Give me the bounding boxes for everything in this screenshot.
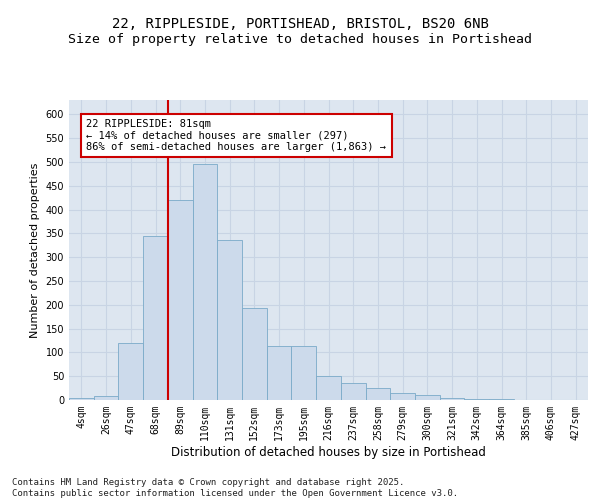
Y-axis label: Number of detached properties: Number of detached properties bbox=[30, 162, 40, 338]
Bar bbox=[390, 393, 415, 400]
Text: 22, RIPPLESIDE, PORTISHEAD, BRISTOL, BS20 6NB: 22, RIPPLESIDE, PORTISHEAD, BRISTOL, BS2… bbox=[112, 18, 488, 32]
Text: Contains HM Land Registry data © Crown copyright and database right 2025.
Contai: Contains HM Land Registry data © Crown c… bbox=[12, 478, 458, 498]
Bar bbox=[464, 398, 489, 400]
Bar bbox=[267, 346, 292, 400]
X-axis label: Distribution of detached houses by size in Portishead: Distribution of detached houses by size … bbox=[171, 446, 486, 458]
Bar bbox=[69, 398, 94, 400]
Text: Size of property relative to detached houses in Portishead: Size of property relative to detached ho… bbox=[68, 32, 532, 46]
Bar bbox=[365, 388, 390, 400]
Text: 22 RIPPLESIDE: 81sqm
← 14% of detached houses are smaller (297)
86% of semi-deta: 22 RIPPLESIDE: 81sqm ← 14% of detached h… bbox=[86, 119, 386, 152]
Bar bbox=[316, 376, 341, 400]
Bar bbox=[168, 200, 193, 400]
Bar bbox=[341, 384, 365, 400]
Bar bbox=[242, 308, 267, 400]
Bar bbox=[193, 164, 217, 400]
Bar bbox=[440, 398, 464, 400]
Bar bbox=[489, 399, 514, 400]
Bar bbox=[143, 236, 168, 400]
Bar bbox=[118, 343, 143, 400]
Bar bbox=[415, 395, 440, 400]
Bar bbox=[217, 240, 242, 400]
Bar bbox=[94, 396, 118, 400]
Bar bbox=[292, 346, 316, 400]
